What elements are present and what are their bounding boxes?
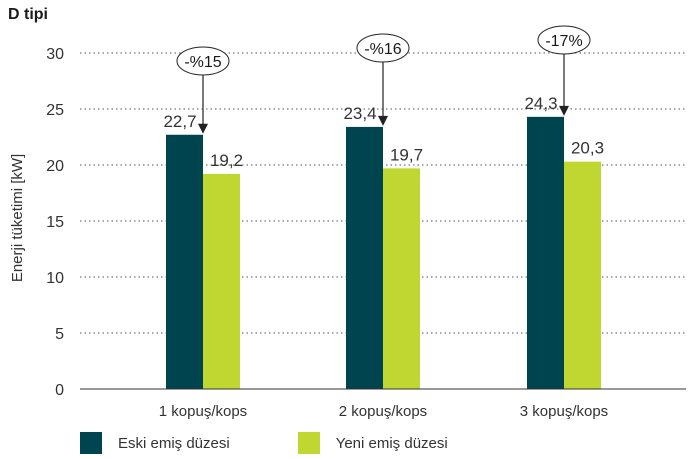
legend-swatch-old: [80, 432, 102, 454]
bar: [527, 116, 564, 389]
legend-label-old: Eski emiş düzesi: [118, 434, 230, 452]
annotation-text: -%15: [184, 54, 221, 71]
data-label: 20,3: [571, 139, 604, 158]
annotation-arrowhead: [378, 115, 388, 126]
legend: Eski emiş düzesi Yeni emiş düzesi: [80, 432, 516, 454]
annotation-text: -%16: [364, 41, 401, 58]
y-tick-label: 5: [55, 326, 64, 343]
bars: 22,7 19,2 23,4 19,7 24,3 20,3: [163, 94, 604, 390]
y-tick-label: 25: [46, 102, 64, 119]
x-tick-label: 3 kopuş/kops: [520, 403, 608, 420]
data-label: 19,7: [390, 145, 423, 164]
x-tick-label: 1 kopuş/kops: [159, 403, 247, 420]
y-tick-label: 30: [46, 46, 64, 63]
y-tick-label: 20: [46, 158, 64, 175]
bar: [203, 173, 240, 389]
legend-item-new: Yeni emiş düzesi: [297, 432, 448, 454]
bar: [166, 134, 203, 389]
y-axis-ticks: 0 5 10 15 20 25 30: [46, 46, 64, 399]
legend-label-new: Yeni emiş düzesi: [335, 434, 448, 452]
annotation-arrowhead: [198, 123, 208, 134]
chart-title: D tipi: [8, 6, 48, 23]
data-label: 24,3: [524, 94, 557, 113]
x-axis-categories: 1 kopuş/kops 2 kopuş/kops 3 kopuş/kops: [159, 403, 608, 420]
annotation-arrowhead: [559, 105, 569, 116]
data-label: 23,4: [343, 104, 376, 123]
legend-swatch-new: [297, 432, 320, 454]
annotation-text: -17%: [545, 33, 582, 50]
y-axis-label: Enerji tüketimi [kW]: [9, 154, 26, 282]
legend-item-old: Eski emiş düzesi: [80, 432, 230, 454]
y-tick-label: 15: [46, 214, 64, 231]
annotations: -%15 -%16 -17%: [176, 25, 591, 134]
y-tick-label: 10: [46, 270, 64, 287]
y-tick-label: 0: [55, 382, 64, 399]
bar: [564, 161, 601, 389]
x-tick-label: 2 kopuş/kops: [339, 403, 427, 420]
bar: [346, 126, 383, 390]
data-label: 19,2: [210, 151, 243, 170]
bar: [383, 168, 420, 389]
data-label: 22,7: [163, 112, 196, 131]
